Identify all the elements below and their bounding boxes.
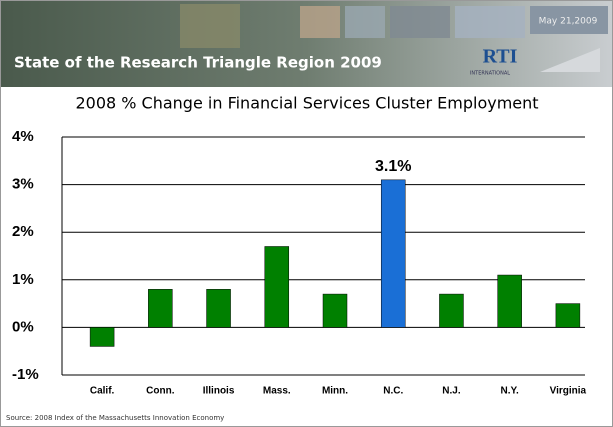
x-tick-label: Calif. [90, 386, 115, 397]
source: Source: 2008 Index of the Massachusetts … [6, 414, 224, 422]
bar [555, 303, 581, 328]
x-tick-label: Mass. [263, 386, 291, 397]
logo: RTI [483, 46, 518, 68]
banner-photo [455, 6, 525, 38]
x-tick-label: Minn. [322, 386, 348, 397]
y-tick-label: 2% [12, 223, 34, 240]
data-label: 3.1% [375, 158, 411, 175]
logo-sub: INTERNATIONAL [470, 71, 510, 77]
bar [322, 293, 348, 328]
banner-photo [390, 6, 450, 38]
bar [206, 289, 231, 328]
y-tick-label: 3% [12, 176, 34, 193]
banner-photo [180, 4, 240, 48]
x-tick-label: N.C. [383, 386, 403, 397]
x-tick-label: Illinois [203, 386, 235, 397]
banner-date: May 21,2009 [539, 17, 598, 27]
bar [89, 327, 115, 347]
y-tick-label: -1% [12, 366, 39, 383]
banner-title: State of the Research Triangle Region 20… [14, 54, 382, 72]
x-tick-label: Conn. [146, 386, 175, 397]
x-tick-label: N.J. [442, 386, 461, 397]
bar [497, 274, 522, 328]
x-tick-label: N.Y. [500, 386, 519, 397]
logo-graphic [540, 48, 600, 72]
y-tick-label: 0% [12, 318, 34, 335]
bar [148, 289, 173, 328]
bar [264, 246, 290, 328]
banner-photo [300, 6, 340, 38]
chart-title: 2008 % Change in Financial Services Clus… [75, 94, 538, 113]
banner-photo [345, 6, 385, 38]
bar [439, 293, 464, 328]
x-tick-label: Virginia [550, 386, 587, 397]
y-tick-label: 1% [12, 271, 34, 288]
bar [380, 179, 406, 328]
y-tick-label: 4% [12, 128, 34, 145]
banner-date-box [530, 6, 608, 34]
